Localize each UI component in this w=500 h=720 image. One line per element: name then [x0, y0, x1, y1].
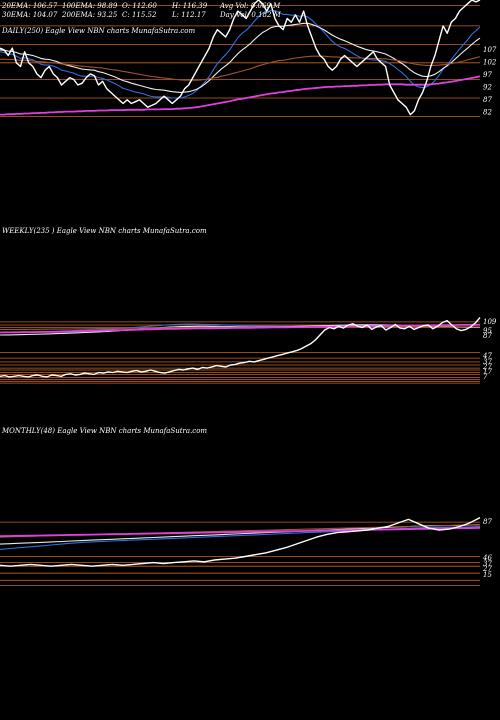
daily-y-tick-label: 87 — [483, 96, 492, 104]
weekly-y-tick-label: 87 — [483, 332, 492, 340]
daily-ema200-line — [0, 75, 481, 116]
daily-y-tick-label: 82 — [483, 109, 492, 117]
weekly-y-tick-label: 47 — [482, 352, 492, 360]
monthly-y-tick-label: 37 — [483, 560, 492, 568]
monthly-y-tick-label: 15 — [483, 571, 492, 579]
header-row-2: 30EMA: 104.07 200EMA: 93.25 C: 115.52 L: 11… — [2, 11, 282, 19]
header-high: H: 116.39 — [171, 2, 208, 10]
monthly-price-levels — [0, 521, 480, 586]
daily-price-levels — [0, 5, 480, 117]
daily-ema30-line — [0, 22, 481, 93]
weekly-y-tick-label: 37 — [483, 358, 492, 366]
weekly-y-tick-label: 95 — [483, 327, 492, 335]
weekly-chart-title: WEEKLY(235 ) Eagle View NBN charts Munaf… — [2, 227, 207, 235]
header-low: L: 112.17 — [171, 11, 206, 19]
monthly-price-line — [0, 516, 481, 567]
daily-ema100-line — [0, 55, 481, 81]
daily-y-tick-label: 102 — [483, 59, 497, 67]
daily-price-line — [0, 0, 481, 116]
header-open: O: 112.60 — [122, 2, 157, 10]
header-close: C: 115.52 — [122, 11, 157, 19]
weekly-series — [0, 317, 481, 378]
daily-y-tick-label: 92 — [483, 84, 492, 92]
header-dayvol: Day Vol: 0.182 M — [219, 11, 282, 19]
header-ema100: 100EMA: 98.89 — [62, 2, 118, 10]
daily-chart-title: DAILY(250) Eagle View NBN charts MunafaS… — [1, 27, 196, 35]
weekly-price-line — [0, 317, 481, 378]
monthly-y-tick-label: 87 — [483, 518, 492, 526]
daily-panel: 107 102 97 92 87 82 DAILY(250) Eagle View NBN… — [0, 0, 497, 117]
header-ema30: 30EMA: 104.07 — [2, 11, 58, 19]
header-ema200: 200EMA: 93.25 — [61, 11, 118, 19]
header-ema20: 20EMA: 106.57 — [1, 2, 58, 10]
weekly-panel: WEEKLY(235 ) Eagle View NBN charts Munaf… — [0, 227, 497, 384]
monthly-ema_magenta-line — [0, 527, 481, 538]
daily-ema20-line — [0, 9, 481, 99]
daily-y-tick-labels: 107 102 97 92 87 82 — [483, 46, 497, 117]
weekly-y-tick-label: 17 — [483, 368, 492, 376]
daily-y-tick-label: 97 — [483, 71, 492, 79]
monthly-series — [0, 516, 481, 567]
header-stats: 20EMA: 106.57 100EMA: 98.89 O: 112.60 H: 11… — [1, 2, 282, 19]
header-avgvol: Avg Vol: 0.069 M — [219, 2, 281, 10]
weekly-y-tick-label: 27 — [482, 363, 492, 371]
header-row-1: 20EMA: 106.57 100EMA: 98.89 O: 112.60 H: 11… — [1, 2, 281, 10]
weekly-y-tick-label: 109 — [483, 318, 497, 326]
weekly-y-tick-label: 7 — [483, 373, 488, 381]
monthly-chart-title: MONTHLY(48) Eagle View NBN charts Munafa… — [1, 427, 207, 435]
monthly-y-tick-label: 27 — [482, 565, 492, 573]
monthly-panel: MONTHLY(48) Eagle View NBN charts Munafa… — [0, 427, 492, 586]
monthly-y-tick-label: 46 — [482, 554, 492, 562]
daily-series — [0, 0, 481, 116]
daily-y-tick-label: 107 — [483, 46, 497, 54]
weekly-ema_magenta-line — [0, 323, 481, 334]
